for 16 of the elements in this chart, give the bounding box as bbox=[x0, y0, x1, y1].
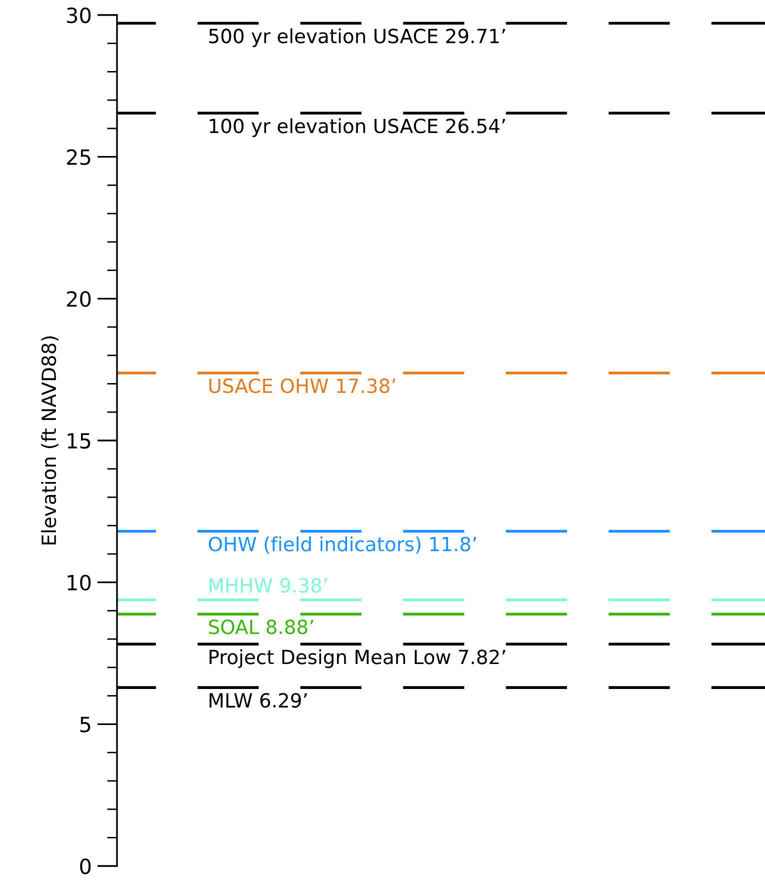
ref-line-label: 100 yr elevation USACE 26.54’ bbox=[210, 118, 505, 138]
y-tick-label: 0 bbox=[80, 858, 91, 874]
y-tick-label: 15 bbox=[68, 433, 90, 449]
ref-line-label: 500 yr elevation USACE 29.71’ bbox=[209, 28, 505, 48]
y-tick-label: 10 bbox=[68, 574, 91, 591]
y-tick-label: 25 bbox=[67, 149, 90, 166]
y-tick-label: 20 bbox=[67, 291, 91, 307]
ref-line-label: MLW 6.29’ bbox=[210, 693, 307, 708]
y-tick-label: 30 bbox=[67, 7, 91, 24]
ref-line-label: Project Design Mean Low 7.82’ bbox=[210, 649, 506, 668]
y-tick-label: 5 bbox=[80, 716, 90, 732]
ref-line-label: MHHW 9.38’ bbox=[210, 578, 327, 593]
ref-line-label: USACE OHW 17.38’ bbox=[209, 378, 396, 394]
ref-line-label: SOAL 8.88’ bbox=[209, 620, 314, 634]
ref-line-label: OHW (field indicators) 11.8’ bbox=[208, 536, 476, 554]
y-axis-title: Elevation (ft NAVD88) bbox=[41, 336, 58, 544]
